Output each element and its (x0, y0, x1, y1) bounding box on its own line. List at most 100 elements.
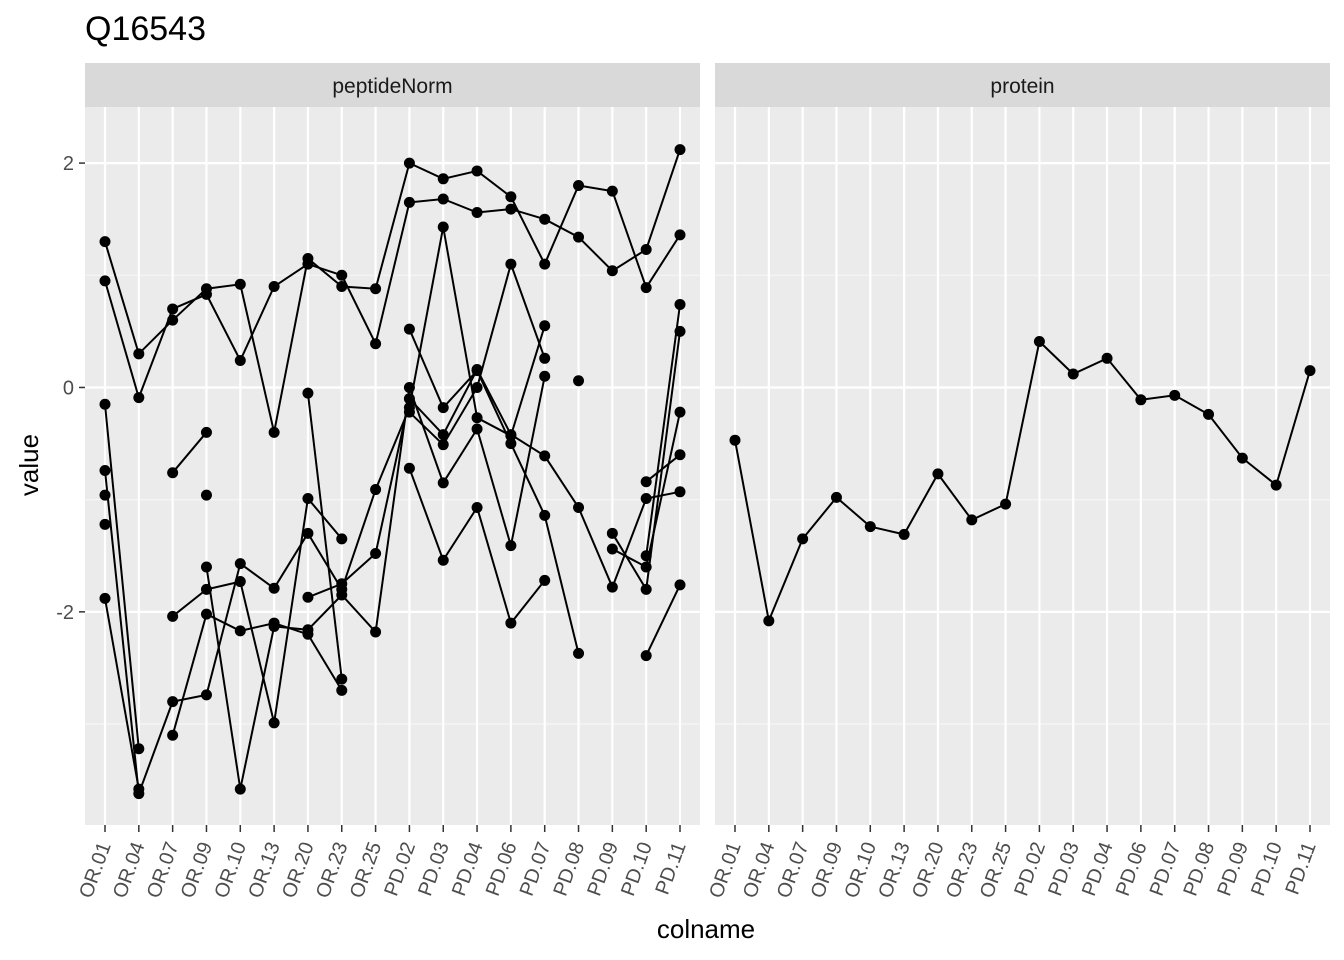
data-point-PD.08 (573, 647, 585, 659)
strip-label-peptideNorm: peptideNorm (332, 75, 452, 98)
data-point-OR.01 (99, 398, 111, 410)
data-point-PD.08 (573, 375, 585, 387)
data-point-OR.10 (234, 558, 246, 570)
data-point-OR.23 (966, 514, 978, 526)
data-point-PD.10 (640, 583, 652, 595)
data-point-OR.04 (763, 615, 775, 627)
data-point-OR.01 (99, 489, 111, 501)
data-point-PD.06 (505, 429, 517, 441)
data-point-OR.23 (336, 589, 348, 601)
data-point-PD.10 (640, 476, 652, 488)
data-point-PD.11 (674, 486, 686, 498)
series-line (171, 612, 343, 736)
x-tick-label-PD.11: PD.11 (1282, 839, 1321, 897)
data-point-PD.03 (437, 402, 449, 414)
data-point-PD.07 (539, 258, 551, 270)
data-point-PD.11 (674, 579, 686, 591)
data-point-PD.11 (674, 229, 686, 241)
series-line (645, 454, 681, 483)
data-point-OR.09 (830, 491, 842, 503)
data-point-PD.02 (403, 157, 415, 169)
x-axis-peptideNorm: OR.01OR.04OR.07OR.09OR.10OR.13OR.20OR.23… (75, 825, 691, 901)
data-point-OR.10 (234, 355, 246, 367)
data-point-OR.25 (370, 338, 382, 350)
data-point-PD.10 (640, 493, 652, 505)
data-point-PD.11 (674, 144, 686, 156)
data-point-OR.25 (370, 283, 382, 295)
data-point-PD.04 (1101, 352, 1113, 364)
data-point-OR.07 (167, 696, 179, 708)
series-line (645, 304, 681, 556)
y-tick-label-1: 0 (63, 377, 74, 399)
data-point-PD.03 (437, 221, 449, 233)
data-point-OR.01 (99, 236, 111, 248)
data-point-PD.04 (471, 165, 483, 177)
series-line (408, 328, 580, 654)
data-point-OR.13 (268, 717, 280, 729)
data-point-OR.20 (302, 591, 314, 603)
data-point-OR.04 (133, 348, 145, 360)
data-point-PD.06 (1135, 394, 1147, 406)
data-point-PD.03 (437, 477, 449, 489)
data-point-PD.04 (471, 364, 483, 376)
y-tick-label-2: 2 (63, 153, 74, 175)
series-8 (302, 364, 686, 603)
data-point-OR.20 (302, 258, 314, 270)
data-point-PD.11 (1304, 365, 1316, 377)
series-10 (200, 489, 212, 501)
panel-background (715, 107, 1330, 825)
series-line (104, 226, 546, 794)
series-line (645, 584, 681, 657)
data-point-OR.07 (167, 610, 179, 622)
data-point-PD.02 (403, 196, 415, 208)
data-point-PD.10 (640, 243, 652, 255)
gridlines (715, 107, 1330, 825)
series-line (104, 149, 681, 401)
data-point-OR.13 (898, 528, 910, 540)
series-line (171, 496, 343, 724)
data-point-OR.13 (268, 620, 280, 632)
panel-protein: protein OR.01OR.04OR.07OR.09OR.10OR.13OR.… (705, 63, 1330, 901)
data-point-OR.23 (336, 281, 348, 292)
data-point-OR.04 (133, 392, 145, 404)
data-point-OR.25 (370, 626, 382, 638)
data-point-PD.04 (471, 206, 483, 218)
data-point-OR.01 (99, 518, 111, 530)
data-point-PD.02 (403, 323, 415, 335)
data-point-PD.07 (539, 450, 551, 462)
data-point-PD.04 (471, 502, 483, 514)
strip-peptideNorm (85, 63, 700, 107)
data-point-OR.20 (302, 624, 314, 636)
series-6 (99, 258, 686, 729)
data-point-PD.02 (1033, 335, 1045, 347)
data-point-PD.04 (471, 423, 483, 435)
series-3 (99, 298, 686, 755)
data-point-OR.20 (302, 493, 314, 505)
data-point-PD.08 (1203, 408, 1215, 420)
data-point-PD.11 (674, 406, 686, 418)
x-axis-title: colname (657, 914, 755, 944)
data-point-OR.23 (336, 533, 348, 545)
data-point-OR.10 (234, 625, 246, 637)
data-point-PD.11 (674, 298, 686, 310)
data-point-PD.11 (674, 449, 686, 461)
data-point-PD.06 (505, 438, 517, 450)
data-point-OR.10 (234, 278, 246, 290)
data-point-OR.23 (336, 684, 348, 696)
data-point-PD.09 (606, 527, 618, 539)
data-point-OR.10 (234, 576, 246, 588)
data-point-OR.01 (729, 434, 741, 446)
data-point-OR.09 (200, 288, 212, 300)
data-point-OR.13 (268, 281, 280, 292)
data-point-OR.07 (167, 729, 179, 741)
data-point-PD.09 (1236, 452, 1248, 464)
series-9 (167, 375, 585, 479)
data-point-PD.09 (606, 581, 618, 593)
data-point-OR.20 (302, 527, 314, 539)
data-point-PD.07 (539, 509, 551, 521)
data-point-PD.07 (539, 320, 551, 332)
data-point-OR.10 (864, 521, 876, 533)
data-point-OR.01 (99, 592, 111, 604)
strip-protein (715, 63, 1330, 107)
